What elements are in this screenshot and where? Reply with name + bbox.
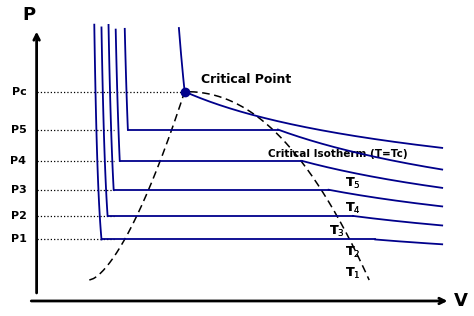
Text: P3: P3 xyxy=(11,185,27,195)
Text: Critical Isotherm (T=Tc): Critical Isotherm (T=Tc) xyxy=(268,149,408,159)
Text: T$_2$: T$_2$ xyxy=(345,245,360,260)
Text: P4: P4 xyxy=(10,156,27,166)
Text: T$_4$: T$_4$ xyxy=(345,201,361,216)
Text: P: P xyxy=(22,6,35,24)
Text: T$_3$: T$_3$ xyxy=(328,224,344,239)
Text: T$_5$: T$_5$ xyxy=(345,176,360,191)
Text: Critical Point: Critical Point xyxy=(201,73,291,86)
Text: T$_5$: T$_5$ xyxy=(345,176,360,191)
Text: T$_1$: T$_1$ xyxy=(345,266,360,281)
Text: T$_1$: T$_1$ xyxy=(345,266,360,281)
Text: P1: P1 xyxy=(10,234,27,245)
Text: P2: P2 xyxy=(10,211,27,221)
Text: T$_2$: T$_2$ xyxy=(345,245,360,260)
Text: P5: P5 xyxy=(11,125,27,135)
Text: T$_3$: T$_3$ xyxy=(328,224,344,239)
Text: V: V xyxy=(455,292,468,310)
Text: Pc: Pc xyxy=(12,87,27,97)
Text: T$_4$: T$_4$ xyxy=(345,201,361,216)
